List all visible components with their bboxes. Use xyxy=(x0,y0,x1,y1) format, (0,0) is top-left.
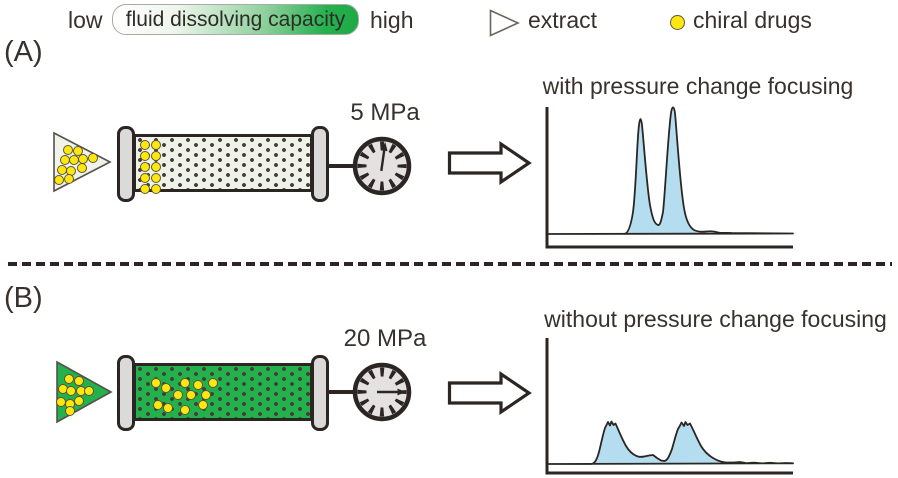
chiral-drug-dot xyxy=(151,173,161,183)
section-divider xyxy=(8,262,892,266)
extract-triangle-icon xyxy=(489,9,520,37)
chiral-drug-dot xyxy=(140,151,150,161)
chiral-drug-dot xyxy=(208,378,218,388)
legend-high-label: high xyxy=(370,7,414,33)
column-a-left-cap xyxy=(117,126,135,202)
gauge-a-needle xyxy=(380,142,388,172)
column-b-right-cap xyxy=(311,355,329,431)
chiral-drug-dot xyxy=(64,174,74,184)
chromatogram-a xyxy=(545,106,794,249)
chiral-drug-dot xyxy=(198,400,208,410)
chiral-drug-dot xyxy=(180,405,190,415)
chiral-drug-dot xyxy=(74,376,84,386)
chiral-drug-dot xyxy=(140,162,150,172)
column-b-body xyxy=(133,363,313,421)
chiral-drug-dot xyxy=(74,396,84,406)
gauge-b-needle xyxy=(377,388,406,396)
chromatogram-b-curve xyxy=(546,420,794,465)
chromatogram-b-title: without pressure change focusing xyxy=(544,306,887,332)
chiral-drug-dot xyxy=(151,184,161,194)
chiral-drug-dot xyxy=(64,374,74,384)
chiral-drug-dot xyxy=(151,140,161,150)
chiral-drug-dot xyxy=(66,386,76,396)
chiral-drug-icon xyxy=(670,15,685,30)
chiral-drug-dot xyxy=(140,140,150,150)
column-a-body xyxy=(133,134,313,194)
pressure-a-label: 5 MPa xyxy=(350,99,420,126)
chiral-drug-dot xyxy=(161,383,171,393)
chiral-drug-dot xyxy=(84,386,94,396)
pipe-b xyxy=(329,390,353,394)
chiral-drug-dot xyxy=(180,378,190,388)
flow-arrow-b-icon xyxy=(447,370,532,416)
chiral-drug-dot xyxy=(153,400,163,410)
chiral-drug-dot xyxy=(88,153,98,163)
chiral-drug-dot xyxy=(186,390,196,400)
chiral-drug-dot xyxy=(54,175,64,185)
extract-feed-b xyxy=(56,360,114,424)
chiral-drugs-label: chiral drugs xyxy=(693,7,812,33)
panel-a-label: (A) xyxy=(4,36,43,68)
capacity-label: fluid dissolving capacity xyxy=(125,7,346,31)
chiral-drug-dot xyxy=(65,406,75,416)
chiral-drug-dot xyxy=(63,145,73,155)
chiral-drug-dot xyxy=(151,378,161,388)
chromatogram-b xyxy=(545,338,794,475)
chiral-drug-dot xyxy=(163,403,173,413)
chiral-drug-dot xyxy=(151,162,161,172)
extract-feed-a xyxy=(53,131,113,193)
legend-low-label: low xyxy=(68,7,103,33)
chiral-drug-dot xyxy=(140,173,150,183)
chiral-drug-dot xyxy=(201,390,211,400)
chiral-drug-dot xyxy=(77,163,87,173)
chromatogram-a-axes xyxy=(545,107,793,249)
capacity-gradient-pill: fluid dissolving capacity xyxy=(112,4,359,35)
flow-arrow-a-icon xyxy=(447,140,532,186)
chromatogram-a-title: with pressure change focusing xyxy=(542,73,854,99)
pressure-gauge-a-icon xyxy=(352,136,412,196)
chiral-drug-dot xyxy=(140,184,150,194)
panel-b-label: (B) xyxy=(4,282,43,314)
chiral-drug-dot xyxy=(151,151,161,161)
chromatogram-a-curve xyxy=(546,106,794,235)
column-b-left-cap xyxy=(117,355,135,431)
chiral-drug-dot xyxy=(193,380,203,390)
extract-label: extract xyxy=(528,7,598,33)
column-a-right-cap xyxy=(311,126,329,202)
pressure-b-label: 20 MPa xyxy=(343,325,427,352)
chromatogram-b-axes xyxy=(545,338,793,475)
chiral-drug-dot xyxy=(173,390,183,400)
pipe-a xyxy=(329,164,353,168)
pressure-gauge-b-icon xyxy=(352,362,412,422)
